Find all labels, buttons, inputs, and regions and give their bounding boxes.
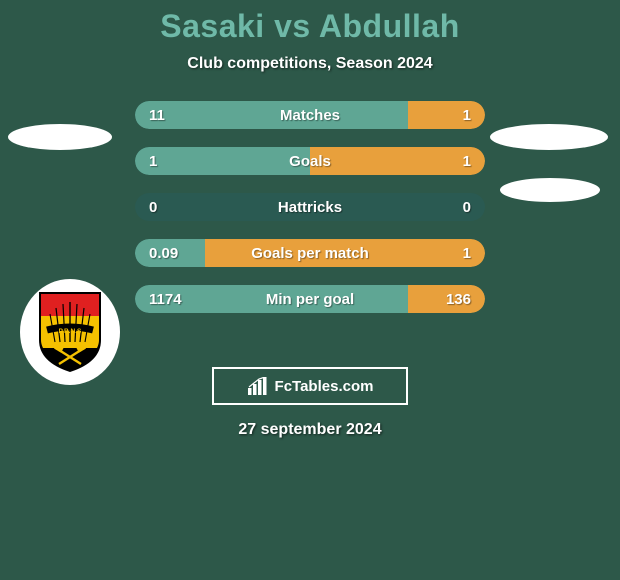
ellipse-top-left	[8, 124, 112, 150]
root-container: Sasaki vs Abdullah Club competitions, Se…	[0, 0, 620, 580]
stat-bar: 0.091Goals per match	[135, 239, 485, 267]
bar-label: Goals	[135, 153, 485, 170]
club-badge: P.B.N.S	[20, 279, 120, 385]
stat-bar: 1174136Min per goal	[135, 285, 485, 313]
attribution-text: FcTables.com	[275, 378, 374, 395]
bar-label: Hattricks	[135, 199, 485, 216]
attribution-box: FcTables.com	[212, 367, 408, 405]
compare-area: P.B.N.S 111Matches 11Goals 00Hattricks 0.09…	[0, 101, 620, 351]
badge-circle: P.B.N.S	[20, 279, 120, 385]
bar-label: Min per goal	[135, 291, 485, 308]
ellipse-mid-right	[500, 178, 600, 202]
ellipse-top-right	[490, 124, 608, 150]
date-text: 27 september 2024	[0, 421, 620, 439]
bar-label: Goals per match	[135, 245, 485, 262]
stat-bar: 00Hattricks	[135, 193, 485, 221]
bars-icon	[247, 377, 269, 395]
page-title: Sasaki vs Abdullah	[0, 0, 620, 45]
stat-bar: 11Goals	[135, 147, 485, 175]
stat-bars: 111Matches 11Goals 00Hattricks 0.091Goals p…	[135, 101, 485, 331]
bar-label: Matches	[135, 107, 485, 124]
svg-text:P.B.N.S: P.B.N.S	[59, 328, 82, 335]
stat-bar: 111Matches	[135, 101, 485, 129]
subtitle: Club competitions, Season 2024	[0, 55, 620, 73]
shield-icon: P.B.N.S	[35, 290, 105, 374]
